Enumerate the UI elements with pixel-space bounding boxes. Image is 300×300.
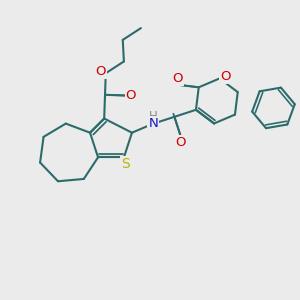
Text: O: O [95, 65, 106, 78]
Text: H: H [149, 110, 158, 122]
Text: O: O [220, 70, 230, 83]
Text: O: O [176, 136, 186, 149]
Text: O: O [126, 89, 136, 102]
Text: N: N [148, 117, 158, 130]
Text: O: O [172, 72, 183, 85]
Text: S: S [121, 157, 130, 171]
